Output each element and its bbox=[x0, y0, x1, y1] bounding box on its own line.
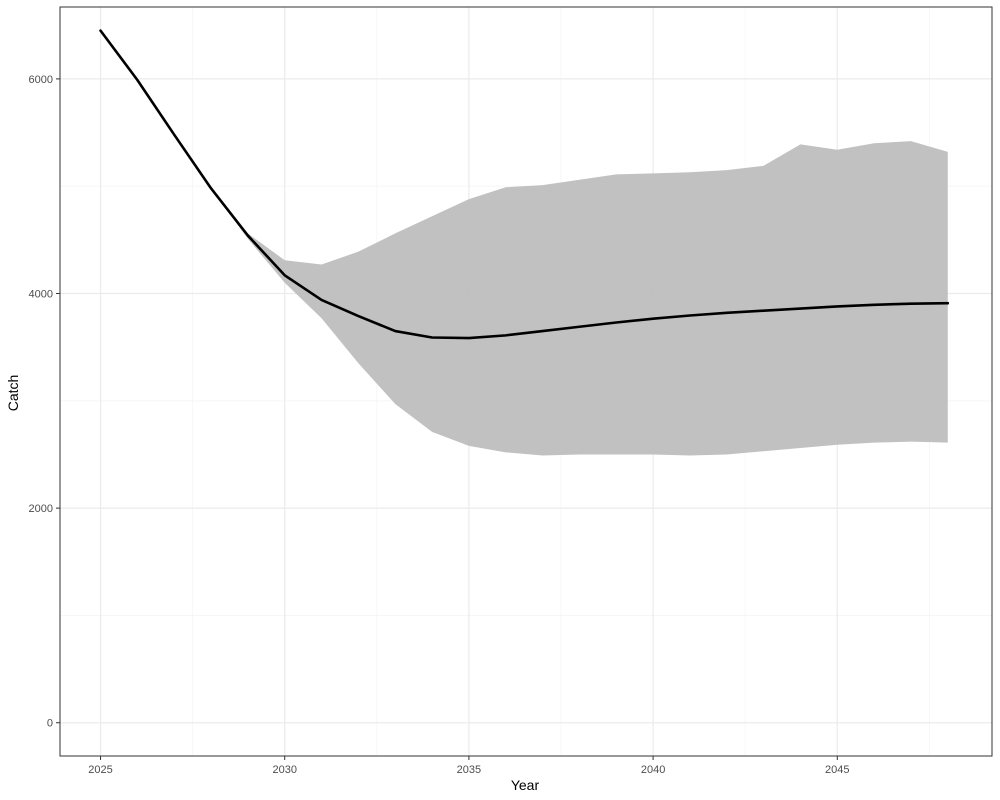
y-tick-label: 4000 bbox=[29, 289, 53, 301]
y-tick-label: 2000 bbox=[29, 503, 53, 515]
panel-border bbox=[59, 6, 993, 757]
median-line-layer bbox=[99, 29, 950, 340]
y-tick-label: 6000 bbox=[29, 74, 53, 86]
y-axis: 0 2000 4000 6000 bbox=[29, 74, 60, 730]
confidence-ribbon bbox=[100, 30, 948, 456]
x-tick-label: 2040 bbox=[641, 764, 665, 776]
median-line bbox=[99, 29, 950, 340]
x-axis-title: Year bbox=[511, 777, 540, 793]
y-tick-label: 0 bbox=[47, 718, 53, 730]
confidence-ribbon-layer bbox=[100, 30, 948, 456]
y-axis-title: Catch bbox=[5, 375, 21, 412]
x-tick-label: 2030 bbox=[272, 764, 296, 776]
x-tick-label: 2035 bbox=[457, 764, 481, 776]
x-axis: 2025 2030 2035 2040 2045 bbox=[88, 756, 850, 776]
x-tick-label: 2045 bbox=[825, 764, 849, 776]
x-tick-label: 2025 bbox=[88, 764, 112, 776]
